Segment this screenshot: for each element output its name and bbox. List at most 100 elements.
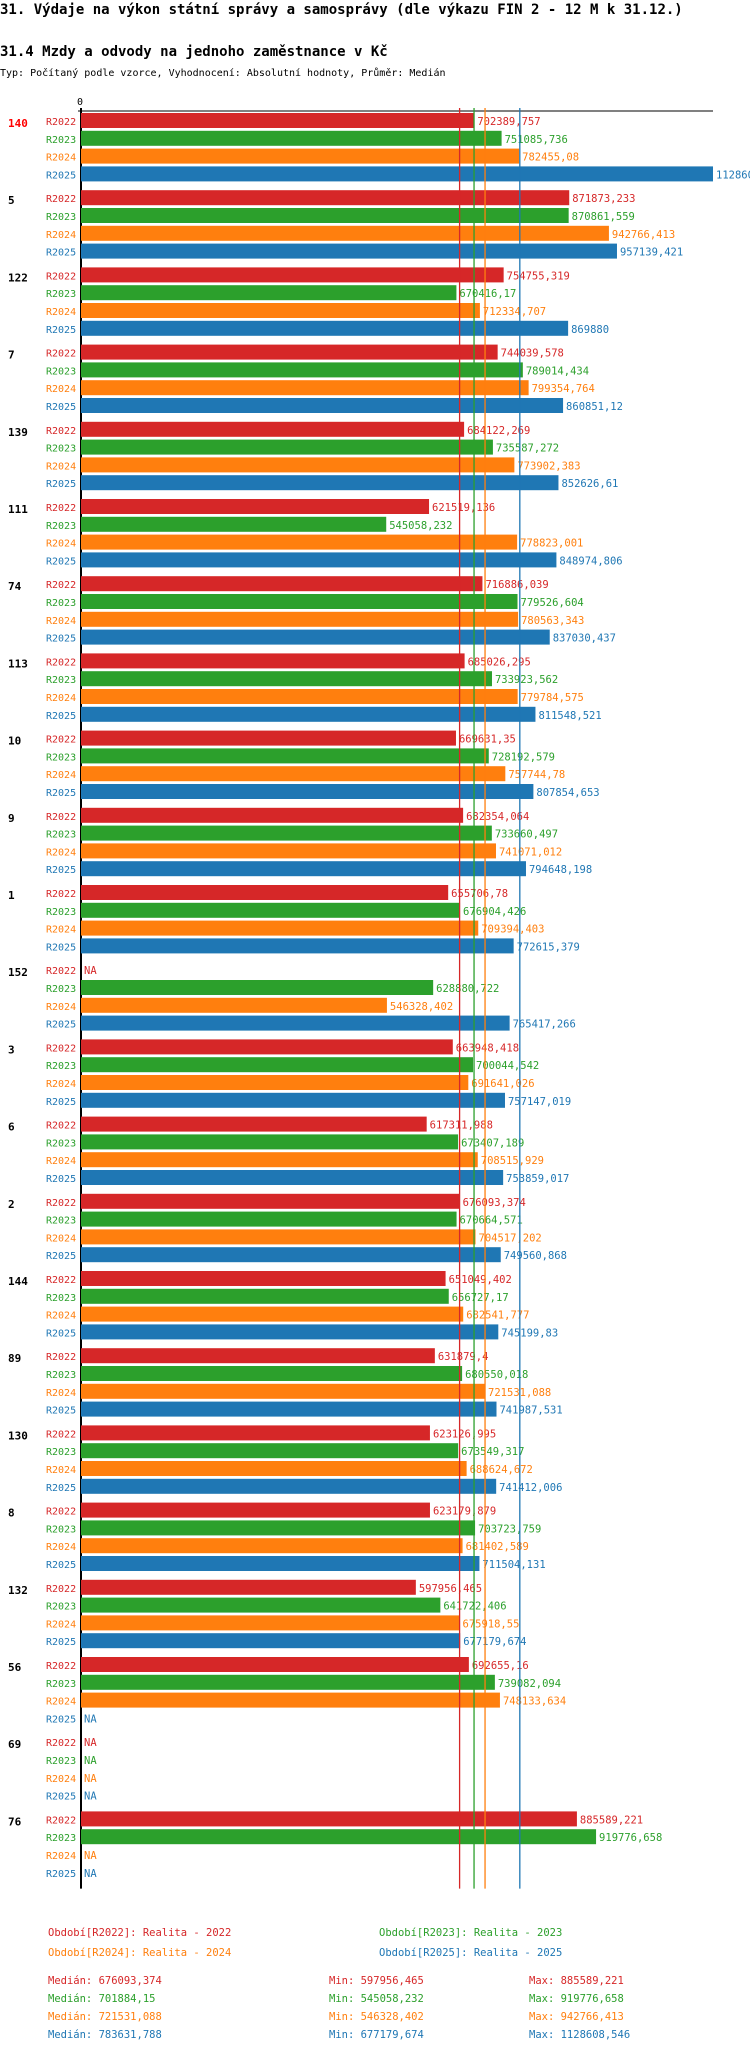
- value-label-132-r2023: 641722,406: [443, 1601, 506, 1613]
- series-label-56-r2023: R2023: [46, 1679, 76, 1690]
- series-label-6-r2025: R2025: [46, 1174, 76, 1185]
- bar-1-r2024: [81, 920, 479, 936]
- series-label-9-r2025: R2025: [46, 865, 76, 876]
- bar-56-r2022: [81, 1657, 469, 1672]
- value-label-76-r2022: 885589,221: [580, 1814, 643, 1826]
- group-label-144: 144: [8, 1275, 28, 1288]
- value-label-76-r2024: NA: [84, 1850, 97, 1862]
- bar-89-r2024: [81, 1383, 486, 1399]
- series-label-2-r2025: R2025: [46, 1251, 76, 1262]
- value-label-69-r2022: NA: [84, 1737, 97, 1749]
- bar-132-r2023: [81, 1597, 441, 1613]
- series-label-7-r2022: R2022: [46, 349, 76, 360]
- value-label-74-r2023: 779526,604: [521, 597, 584, 609]
- value-label-6-r2024: 708515,929: [481, 1155, 544, 1167]
- series-label-8-r2025: R2025: [46, 1560, 76, 1571]
- series-label-139-r2023: R2023: [46, 444, 76, 455]
- value-label-122-r2025: 869880: [571, 324, 609, 336]
- value-label-3-r2024: 691641,026: [471, 1078, 534, 1090]
- value-label-6-r2023: 673407,189: [461, 1137, 524, 1149]
- value-label-122-r2024: 712334,707: [483, 306, 546, 318]
- bar-1-r2025: [81, 938, 514, 954]
- bar-8-r2023: [81, 1520, 476, 1536]
- bar-113-r2023: [81, 671, 492, 687]
- value-label-1-r2024: 709394,403: [481, 924, 544, 936]
- series-label-111-r2025: R2025: [46, 556, 76, 567]
- value-label-8-r2024: 681402,589: [466, 1541, 529, 1553]
- bar-6-r2023: [81, 1134, 459, 1150]
- value-label-1-r2022: 655706,78: [451, 888, 508, 900]
- series-label-10-r2023: R2023: [46, 752, 76, 763]
- group-label-130: 130: [8, 1429, 28, 1442]
- bar-6-r2022: [81, 1116, 427, 1132]
- value-label-139-r2023: 735587,272: [496, 443, 559, 455]
- group-label-76: 76: [8, 1815, 22, 1828]
- value-label-89-r2022: 631879,4: [438, 1351, 489, 1363]
- series-label-74-r2023: R2023: [46, 598, 76, 609]
- value-label-3-r2025: 757147,019: [508, 1096, 571, 1108]
- series-label-113-r2025: R2025: [46, 711, 76, 722]
- bar-122-r2023: [81, 285, 457, 301]
- bar-76-r2023: [81, 1829, 597, 1845]
- series-label-76-r2022: R2022: [46, 1815, 76, 1826]
- value-label-152-r2025: 765417,266: [513, 1019, 576, 1031]
- bar-74-r2024: [81, 611, 519, 627]
- value-label-1-r2025: 772615,379: [517, 941, 580, 953]
- value-label-8-r2023: 703723,759: [478, 1523, 541, 1535]
- value-label-130-r2025: 741412,006: [499, 1482, 562, 1494]
- bar-113-r2022: [81, 653, 465, 669]
- chart-subtitle: 31.4 Mzdy a odvody na jednoho zaměstnanc…: [0, 44, 388, 60]
- series-label-140-r2025: R2025: [46, 170, 76, 181]
- value-label-139-r2025: 852626,61: [561, 478, 618, 490]
- stat-min-r2025: Min: 677179,674: [329, 2029, 424, 2041]
- series-label-111-r2023: R2023: [46, 521, 76, 532]
- value-label-144-r2022: 651049,402: [449, 1274, 512, 1286]
- bar-56-r2024: [81, 1692, 500, 1708]
- value-label-8-r2022: 623179,879: [433, 1506, 496, 1518]
- value-label-9-r2024: 741071,012: [499, 846, 562, 858]
- legend-item-r2022: Období[R2022]: Realita - 2022: [48, 1927, 232, 1939]
- value-label-2-r2023: 670664,571: [460, 1215, 523, 1227]
- bar-3-r2025: [81, 1092, 505, 1108]
- value-label-74-r2025: 837030,437: [553, 633, 616, 645]
- value-label-56-r2025: NA: [84, 1713, 97, 1725]
- value-label-132-r2025: 677179,674: [463, 1636, 526, 1648]
- series-label-130-r2023: R2023: [46, 1447, 76, 1458]
- bar-144-r2024: [81, 1306, 464, 1322]
- series-label-139-r2024: R2024: [46, 461, 76, 472]
- bar-7-r2024: [81, 380, 529, 396]
- bar-2-r2022: [81, 1193, 460, 1209]
- bar-144-r2023: [81, 1288, 449, 1304]
- bar-111-r2025: [81, 552, 557, 568]
- series-label-9-r2023: R2023: [46, 830, 76, 841]
- value-label-144-r2023: 656727,17: [452, 1292, 509, 1304]
- legend-item-r2025: Období[R2025]: Realita - 2025: [379, 1947, 563, 1959]
- stat-min-r2022: Min: 597956,465: [329, 1975, 424, 1987]
- series-label-113-r2023: R2023: [46, 675, 76, 686]
- bar-140-r2022: [81, 113, 475, 128]
- value-label-74-r2024: 780563,343: [521, 615, 584, 627]
- bar-139-r2023: [81, 439, 493, 455]
- series-label-122-r2023: R2023: [46, 289, 76, 300]
- value-label-56-r2022: 692655,16: [472, 1660, 529, 1672]
- group-label-74: 74: [8, 580, 22, 593]
- value-label-7-r2024: 799354,764: [532, 383, 595, 395]
- bar-130-r2025: [81, 1478, 497, 1494]
- bar-132-r2022: [81, 1579, 416, 1595]
- value-label-122-r2022: 754755,319: [507, 270, 570, 282]
- series-label-7-r2024: R2024: [46, 384, 76, 395]
- bar-1-r2023: [81, 902, 461, 918]
- bar-8-r2022: [81, 1502, 430, 1518]
- value-label-2-r2025: 749560,868: [504, 1250, 567, 1262]
- group-label-69: 69: [8, 1738, 21, 1751]
- bar-139-r2025: [81, 475, 559, 491]
- bar-9-r2024: [81, 843, 496, 859]
- value-label-5-r2025: 957139,421: [620, 247, 683, 259]
- bar-6-r2024: [81, 1152, 478, 1168]
- group-label-152: 152: [8, 966, 28, 979]
- series-label-89-r2025: R2025: [46, 1406, 76, 1417]
- series-label-132-r2024: R2024: [46, 1619, 76, 1630]
- series-label-5-r2022: R2022: [46, 194, 76, 205]
- series-label-122-r2024: R2024: [46, 307, 76, 318]
- series-label-89-r2024: R2024: [46, 1388, 76, 1399]
